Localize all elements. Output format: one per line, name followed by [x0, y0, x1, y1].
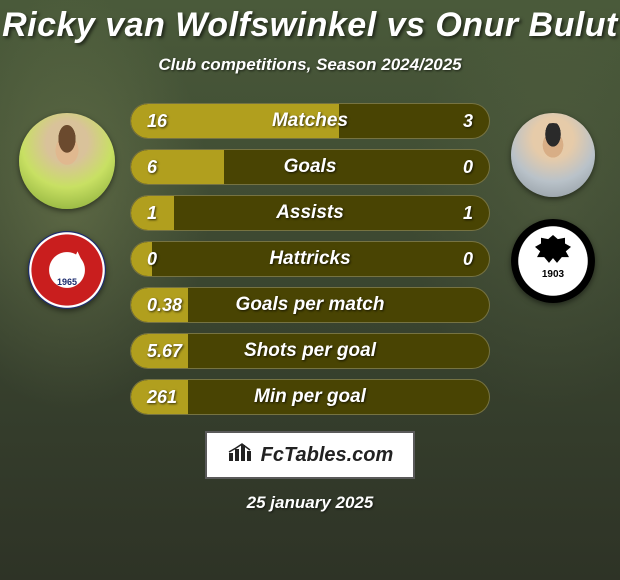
stat-bar: 261Min per goal	[130, 379, 490, 415]
stat-label: Assists	[201, 202, 419, 224]
stat-bar: 5.67Shots per goal	[130, 333, 490, 369]
stat-right-value: 0	[419, 249, 489, 270]
stat-left-value: 0.38	[131, 295, 201, 316]
stat-label: Hattricks	[201, 248, 419, 270]
stat-bar: 6Goals0	[130, 149, 490, 185]
site-badge[interactable]: FcTables.com	[205, 431, 416, 479]
right-side	[498, 103, 608, 303]
stat-right-value: 0	[419, 157, 489, 178]
stat-label: Matches	[201, 110, 419, 132]
stat-left-value: 0	[131, 249, 201, 270]
stat-left-value: 1	[131, 203, 201, 224]
stat-label: Shots per goal	[201, 340, 419, 362]
left-side	[12, 103, 122, 309]
stat-label: Goals	[201, 156, 419, 178]
stat-label: Goals per match	[201, 294, 419, 316]
stat-bars: 16Matches36Goals01Assists10Hattricks00.3…	[130, 103, 490, 415]
date-label: 25 january 2025	[247, 493, 374, 513]
comparison-main: 16Matches36Goals01Assists10Hattricks00.3…	[0, 103, 620, 415]
chart-icon	[227, 441, 253, 469]
stat-bar: 0.38Goals per match	[130, 287, 490, 323]
stat-bar: 16Matches3	[130, 103, 490, 139]
stat-left-value: 16	[131, 111, 201, 132]
site-label: FcTables.com	[261, 444, 394, 467]
stat-left-value: 5.67	[131, 341, 201, 362]
player-left-avatar	[19, 113, 115, 209]
page-title: Ricky van Wolfswinkel vs Onur Bulut	[2, 6, 618, 45]
stat-right-value: 3	[419, 111, 489, 132]
stat-right-value: 1	[419, 203, 489, 224]
stat-bar: 1Assists1	[130, 195, 490, 231]
stat-left-value: 6	[131, 157, 201, 178]
stat-bar: 0Hattricks0	[130, 241, 490, 277]
stat-left-value: 261	[131, 387, 201, 408]
club-left-crest	[28, 231, 106, 309]
stat-label: Min per goal	[201, 386, 419, 408]
club-right-crest	[511, 219, 595, 303]
player-right-avatar	[511, 113, 595, 197]
page-subtitle: Club competitions, Season 2024/2025	[158, 55, 461, 75]
